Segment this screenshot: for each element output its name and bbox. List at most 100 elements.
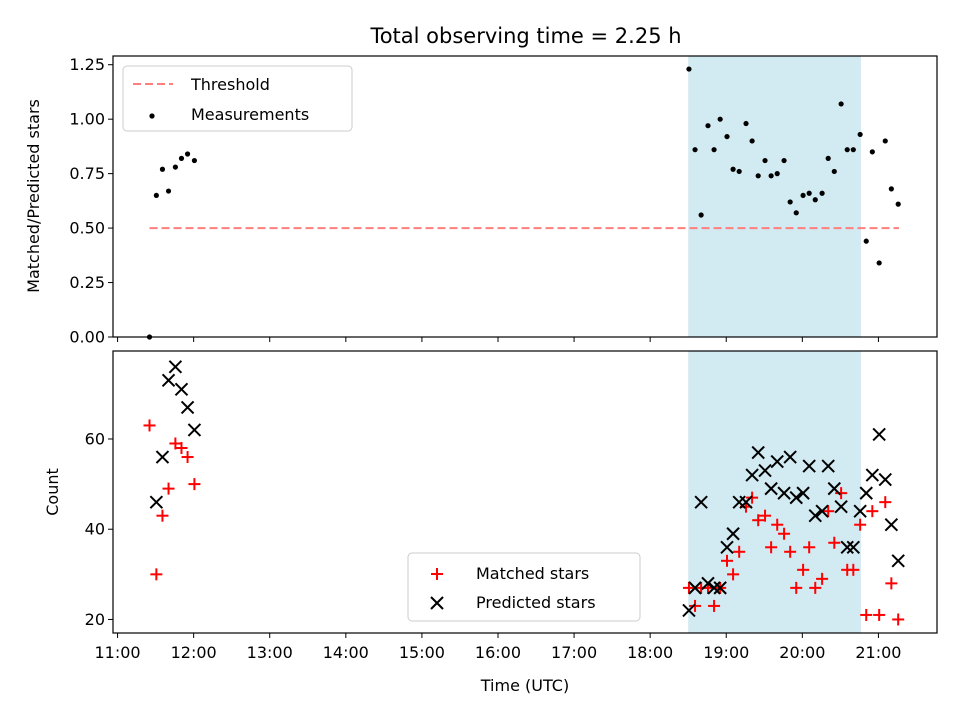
marker-stroke — [840, 540, 854, 554]
bottom-legend: Matched stars Predicted stars — [407, 552, 641, 622]
predicted-star-marker — [764, 481, 778, 496]
predicted-star-marker — [758, 463, 772, 478]
predicted-star-marker — [187, 423, 202, 437]
matched-star-marker — [181, 451, 194, 464]
marker-stroke — [161, 373, 176, 388]
measurement-point — [762, 157, 768, 164]
matched-star-marker — [803, 541, 816, 554]
marker-stroke — [865, 468, 880, 482]
top-y-ticks: 0.00 0.25 0.50 0.75 1.00 1.25 — [69, 55, 113, 347]
marker-stroke — [846, 540, 861, 554]
marker-stroke — [815, 504, 829, 518]
measurement-point — [857, 131, 863, 138]
predicted-star-marker — [701, 576, 715, 591]
measurement-point — [736, 168, 742, 175]
y-tick-label: 20 — [85, 610, 105, 629]
marker-stroke — [853, 504, 867, 518]
marker-stroke — [707, 581, 721, 595]
matched-star-marker — [771, 518, 784, 531]
matched-star-marker — [156, 509, 169, 522]
x-tick-label: 14:00 — [323, 643, 369, 662]
measurement-point — [698, 212, 704, 218]
matched-star-marker — [759, 509, 772, 522]
matched-star-marker — [746, 491, 759, 504]
y-tick-label: 1.00 — [69, 110, 105, 129]
measurement-point — [730, 166, 736, 172]
matched-star-marker — [866, 505, 879, 518]
matched-star-marker — [778, 527, 791, 540]
measurement-point — [838, 101, 844, 107]
predicted-star-marker — [168, 360, 183, 374]
y-tick-label: 60 — [85, 429, 105, 448]
top-legend-frame — [122, 65, 353, 132]
measurement-point — [831, 168, 837, 175]
chart-title: Total observing time = 2.25 h — [369, 24, 681, 48]
marker-stroke — [764, 481, 778, 496]
marker-stroke — [726, 527, 740, 541]
marker-stroke — [688, 581, 702, 595]
marker-stroke — [739, 495, 753, 509]
marker-stroke — [859, 486, 873, 500]
predicted-star-marker — [859, 486, 873, 500]
predicted-star-marker — [827, 481, 841, 496]
predicted-star-marker — [821, 459, 835, 473]
x-axis-label: Time (UTC) — [480, 676, 569, 695]
top-shaded-region — [688, 56, 861, 337]
matched-star-marker — [708, 599, 721, 612]
matched-star-marker — [784, 545, 797, 558]
y-tick-label: 0.75 — [69, 164, 105, 183]
predicted-star-marker — [872, 427, 886, 442]
matched-legend-marker — [431, 568, 443, 580]
y-tick-label: 0.25 — [69, 273, 105, 292]
bottom-x-ticks: 11:00 12:00 13:00 14:00 15:00 16:00 17:00 18:00… — [95, 633, 901, 662]
top-axes-frame — [112, 55, 938, 338]
y-tick-label: 0.00 — [69, 328, 105, 347]
legend-label-matched: Matched stars — [476, 564, 589, 583]
measurement-point — [749, 138, 755, 144]
measurement-point — [755, 173, 761, 179]
predicted-star-marker — [777, 486, 791, 500]
predicted-star-marker — [682, 603, 696, 618]
measurement-point — [159, 166, 166, 172]
predicted-star-marker — [802, 459, 816, 473]
x-tick-label: 21:00 — [855, 643, 901, 662]
matched-star-marker — [143, 419, 156, 432]
matched-star-marker — [797, 563, 810, 576]
marker-stroke — [745, 468, 759, 482]
predicted-star-marker — [891, 554, 905, 568]
matched-star-marker — [765, 541, 778, 554]
predicted-star-marker — [846, 540, 861, 554]
y-tick-label: 1.25 — [69, 55, 105, 74]
marker-stroke — [796, 486, 810, 500]
marker-stroke — [751, 445, 765, 460]
legend-label-measurements: Measurements — [191, 105, 309, 124]
measurement-point — [768, 173, 774, 179]
marker-stroke — [891, 554, 905, 568]
measurement-point — [806, 190, 812, 196]
x-tick-label: 13:00 — [247, 643, 293, 662]
matched-star-marker — [822, 505, 835, 518]
predicted-star-marker — [853, 504, 867, 518]
marker-stroke — [713, 581, 727, 595]
matched-star-marker — [752, 514, 765, 527]
predicted-legend-marker — [430, 596, 444, 610]
matched-star-marker — [733, 545, 746, 558]
bottom-axes-frame — [112, 350, 938, 634]
x-tick-label: 12:00 — [171, 643, 217, 662]
matched-star-marker — [828, 536, 841, 549]
measurement-point — [724, 133, 730, 140]
measurement-point — [686, 66, 692, 72]
marker-stroke — [694, 495, 708, 509]
top-y-axis-label: Matched/Predicted stars — [24, 99, 43, 293]
bottom-y-axis-label: Count — [43, 468, 62, 516]
marker-stroke — [155, 450, 170, 464]
predicted-star-marker — [180, 400, 195, 415]
matched-star-marker — [169, 437, 182, 450]
measurement-point — [743, 120, 749, 127]
measurement-point — [711, 147, 717, 153]
x-tick-label: 16:00 — [475, 643, 521, 662]
matched-star-marker — [860, 608, 873, 621]
matched-star-marker — [150, 568, 163, 581]
marker-stroke — [821, 459, 835, 473]
measurement-point — [882, 138, 888, 144]
